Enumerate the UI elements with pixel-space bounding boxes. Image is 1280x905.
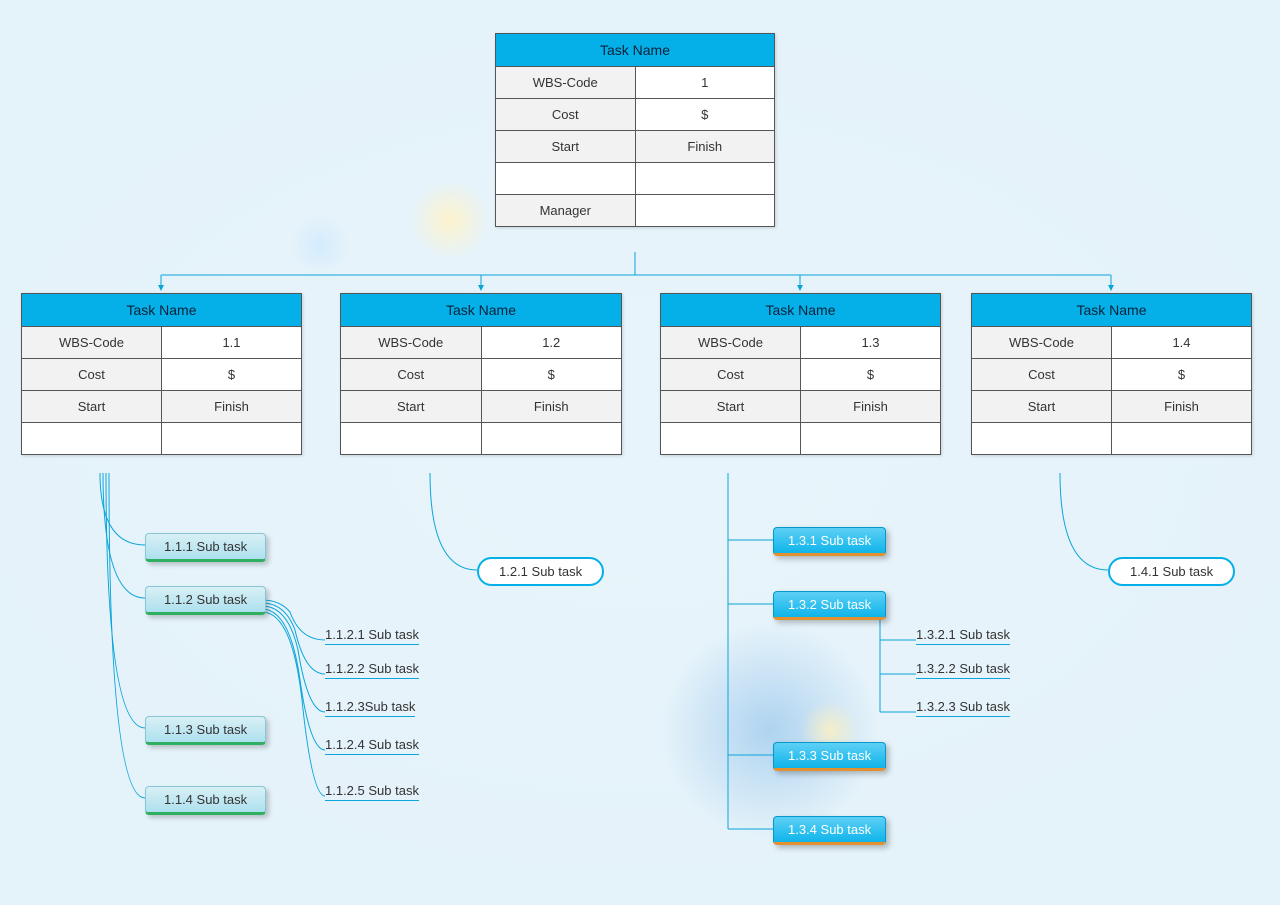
l2-start-label: Start [341, 391, 482, 422]
l2-cost-label: Cost [661, 359, 801, 390]
level2-task-box-4: Task NameWBS-Code1.4Cost$StartFinish [971, 293, 1252, 455]
root-empty2 [636, 163, 775, 194]
subtask-underline-0: 1.1.2.1 Sub task [325, 627, 419, 645]
root-start-label: Start [496, 131, 636, 162]
l2-wbs-label: WBS-Code [972, 327, 1112, 358]
subtask-underline-7: 1.3.2.3 Sub task [916, 699, 1010, 717]
root-task-box: Task Name WBS-Code 1 Cost $ Start Finish… [495, 33, 775, 227]
l2-start-label: Start [661, 391, 801, 422]
l2-empty2 [482, 423, 622, 454]
l2-finish-label: Finish [1112, 391, 1251, 422]
subtask-green-2: 1.1.3 Sub task [145, 716, 266, 745]
level2-task-box-2: Task NameWBS-Code1.2Cost$StartFinish [340, 293, 622, 455]
l2-finish-label: Finish [162, 391, 301, 422]
l2-cost-label: Cost [972, 359, 1112, 390]
l2-empty2 [1112, 423, 1251, 454]
subtask-underline-6: 1.3.2.2 Sub task [916, 661, 1010, 679]
subtask-underline-3: 1.1.2.4 Sub task [325, 737, 419, 755]
l2-cost-label: Cost [341, 359, 482, 390]
l2-empty2 [801, 423, 940, 454]
subtask-underline-5: 1.3.2.1 Sub task [916, 627, 1010, 645]
l2-cost-value: $ [162, 359, 301, 390]
subtask-green-0: 1.1.1 Sub task [145, 533, 266, 562]
subtask-green-1: 1.1.2 Sub task [145, 586, 266, 615]
subtask-pill-1: 1.4.1 Sub task [1108, 557, 1235, 586]
root-cost-value: $ [636, 99, 775, 130]
subtask-green-3: 1.1.4 Sub task [145, 786, 266, 815]
l2-finish-label: Finish [801, 391, 940, 422]
l2-empty1 [972, 423, 1112, 454]
l2-cost-value: $ [801, 359, 940, 390]
root-wbs-label: WBS-Code [496, 67, 636, 98]
subtask-underline-1: 1.1.2.2 Sub task [325, 661, 419, 679]
subtask-underline-2: 1.1.2.3Sub task [325, 699, 415, 717]
l2-start-label: Start [972, 391, 1112, 422]
subtask-blue-2: 1.3.3 Sub task [773, 742, 886, 771]
subtask-blue-0: 1.3.1 Sub task [773, 527, 886, 556]
l2-cost-value: $ [482, 359, 622, 390]
root-empty1 [496, 163, 636, 194]
root-wbs-value: 1 [636, 67, 775, 98]
l2-cost-label: Cost [22, 359, 162, 390]
l2-empty1 [22, 423, 162, 454]
root-cost-label: Cost [496, 99, 636, 130]
root-finish-label: Finish [636, 131, 775, 162]
root-manager-label: Manager [496, 195, 636, 226]
l2-title: Task Name [661, 294, 940, 327]
l2-start-label: Start [22, 391, 162, 422]
subtask-underline-4: 1.1.2.5 Sub task [325, 783, 419, 801]
level2-task-box-1: Task NameWBS-Code1.1Cost$StartFinish [21, 293, 302, 455]
l2-empty2 [162, 423, 301, 454]
l2-cost-value: $ [1112, 359, 1251, 390]
l2-wbs-value: 1.1 [162, 327, 301, 358]
l2-title: Task Name [341, 294, 621, 327]
l2-title: Task Name [972, 294, 1251, 327]
root-title: Task Name [496, 34, 774, 67]
subtask-blue-3: 1.3.4 Sub task [773, 816, 886, 845]
l2-empty1 [661, 423, 801, 454]
l2-title: Task Name [22, 294, 301, 327]
level2-task-box-3: Task NameWBS-Code1.3Cost$StartFinish [660, 293, 941, 455]
l2-wbs-label: WBS-Code [22, 327, 162, 358]
l2-wbs-value: 1.4 [1112, 327, 1251, 358]
l2-wbs-value: 1.3 [801, 327, 940, 358]
subtask-blue-1: 1.3.2 Sub task [773, 591, 886, 620]
l2-wbs-label: WBS-Code [341, 327, 482, 358]
subtask-pill-0: 1.2.1 Sub task [477, 557, 604, 586]
l2-empty1 [341, 423, 482, 454]
l2-wbs-label: WBS-Code [661, 327, 801, 358]
root-manager-value [636, 195, 775, 226]
l2-wbs-value: 1.2 [482, 327, 622, 358]
l2-finish-label: Finish [482, 391, 622, 422]
